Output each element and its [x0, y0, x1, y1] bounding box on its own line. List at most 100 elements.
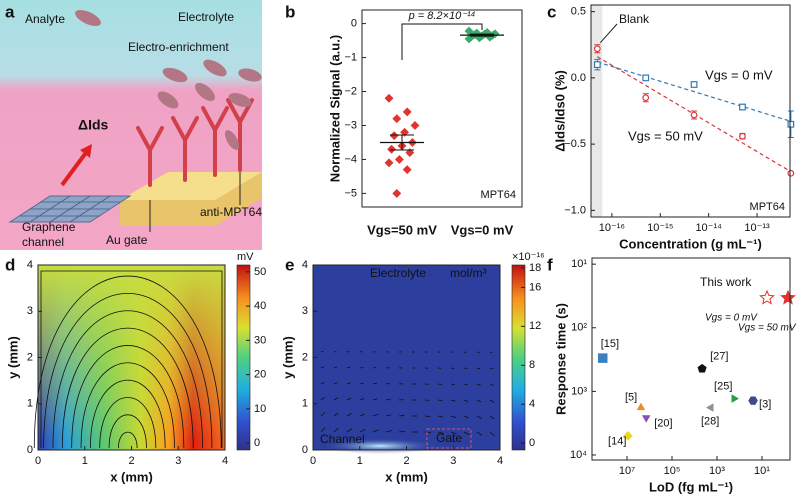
- gate-top: [120, 172, 262, 200]
- target-label: MPT64: [750, 201, 785, 213]
- point-label: [27]: [710, 351, 728, 363]
- colorbar: [236, 264, 251, 451]
- flow-arrow: [489, 431, 495, 437]
- flow-arrow: [385, 430, 392, 433]
- colorbar-tick-label: 30: [254, 334, 266, 346]
- error-bar: [390, 134, 414, 151]
- flow-arrow: [489, 367, 494, 370]
- y-tick-label: −5: [344, 187, 357, 199]
- illustration: Analyte Electrolyte Electro-enrichment Δ…: [0, 0, 262, 250]
- flow-arrow: [450, 383, 455, 386]
- point: [787, 120, 795, 128]
- x-tick-label: 4: [497, 455, 503, 467]
- point: [593, 61, 601, 69]
- x-tick-label: 10⁻¹⁴: [695, 222, 722, 234]
- flow-arrow: [320, 412, 326, 417]
- colorbar-tick-label: 16: [529, 281, 541, 293]
- point: [597, 353, 608, 363]
- error-bar: [470, 33, 494, 37]
- point: [392, 188, 402, 198]
- x-tick-label: 1: [82, 455, 88, 467]
- point: [384, 158, 394, 168]
- p-value: p = 8.2×10⁻¹⁴: [408, 10, 476, 22]
- point: [642, 94, 650, 102]
- point: [623, 430, 633, 441]
- field-overlay: [38, 265, 225, 450]
- flow-arrow: [385, 383, 390, 385]
- flow-arrow: [372, 382, 377, 385]
- lattice: [20, 195, 120, 223]
- series-label: Vgs = 50 mV: [628, 128, 703, 143]
- streamline: [40, 270, 223, 448]
- point: [739, 103, 746, 111]
- flow-arrow: [359, 398, 365, 401]
- streamline: [80, 362, 175, 449]
- flow-arrow: [437, 415, 444, 418]
- flow-arrow: [359, 382, 364, 385]
- flow-arrow: [372, 414, 379, 417]
- flow-arrow: [333, 427, 339, 433]
- point: [636, 402, 646, 411]
- flow-arrow: [320, 366, 325, 369]
- flow-arrow: [333, 351, 337, 353]
- annotation-arrow: [599, 23, 618, 44]
- colorbar-label: mV: [237, 251, 254, 263]
- flow-arrow: [463, 399, 469, 402]
- flow-arrow: [437, 431, 444, 434]
- current-label: ΔIds: [78, 117, 109, 133]
- colorbar-tick-label: 0: [254, 437, 260, 449]
- colorbar-tick-label: 8: [529, 359, 535, 371]
- point: [384, 93, 394, 103]
- flow-arrow: [346, 382, 351, 385]
- panel-label: a: [5, 2, 15, 21]
- x-tick-label: 10⁵: [664, 465, 681, 477]
- point-label: Vgs = 50 mV: [738, 323, 797, 334]
- flow-arrow: [385, 414, 392, 417]
- flow-arrow: [424, 415, 431, 417]
- point: [389, 131, 399, 141]
- flow-arrow: [320, 397, 326, 401]
- x-tick-label: 10³: [709, 465, 725, 477]
- point: [402, 107, 412, 117]
- target-label: MPT64: [481, 189, 516, 201]
- y-tick-label: −0.5: [564, 138, 586, 150]
- flow-arrow: [372, 429, 379, 433]
- flow-arrow: [450, 431, 457, 435]
- flow-arrow: [476, 399, 482, 403]
- flow-arrow: [320, 427, 326, 433]
- y-tick-label: −3: [344, 119, 357, 131]
- x-tick-label: Vgs=0 mV: [451, 222, 514, 237]
- point: [739, 132, 746, 140]
- y-tick-label: 10³: [571, 385, 587, 397]
- y-tick-label: 10¹: [571, 258, 587, 270]
- x-axis-label: LoD (fg mL⁻¹): [649, 479, 733, 494]
- channel-label: channel: [22, 235, 64, 249]
- gate-label: Au gate: [106, 233, 148, 247]
- point: [410, 120, 420, 131]
- flow-arrow: [359, 428, 366, 433]
- point: [759, 289, 775, 305]
- flow-arrow: [398, 415, 405, 417]
- y-axis-label: Normalized Signal (a.u.): [327, 35, 342, 182]
- colorbar-label: ×10⁻¹⁶: [512, 251, 545, 263]
- flow-arrow: [398, 430, 406, 433]
- point: [641, 415, 651, 423]
- y-tick-label: −1.0: [564, 204, 586, 216]
- y-tick-label: 0: [351, 17, 357, 29]
- channel-label: Graphene: [22, 220, 76, 234]
- flow-arrow: [385, 398, 391, 401]
- point: [690, 81, 698, 88]
- y-axis-label: y (mm): [280, 336, 295, 379]
- flow-arrow: [359, 413, 366, 417]
- panel-label: d: [5, 255, 15, 274]
- flow-arrow: [424, 431, 432, 434]
- annotation: Gate: [436, 431, 462, 445]
- flow-arrow: [489, 351, 493, 353]
- gate-electrode: [120, 172, 262, 226]
- y-tick-label: 3: [27, 305, 33, 317]
- point: [387, 144, 397, 154]
- x-tick-label: 0: [310, 455, 316, 467]
- point: [748, 396, 758, 405]
- flow-arrow: [333, 397, 339, 401]
